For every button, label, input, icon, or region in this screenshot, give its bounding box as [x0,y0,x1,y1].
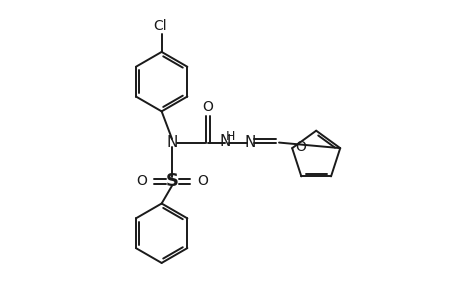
Text: O: O [202,100,213,114]
Text: O: O [135,174,146,188]
Text: N: N [244,135,255,150]
Text: H: H [225,130,235,142]
Text: O: O [295,140,306,154]
Text: S: S [165,172,178,190]
Text: N: N [166,135,177,150]
Text: O: O [197,174,208,188]
Text: N: N [219,134,230,148]
Text: Cl: Cl [153,19,167,33]
